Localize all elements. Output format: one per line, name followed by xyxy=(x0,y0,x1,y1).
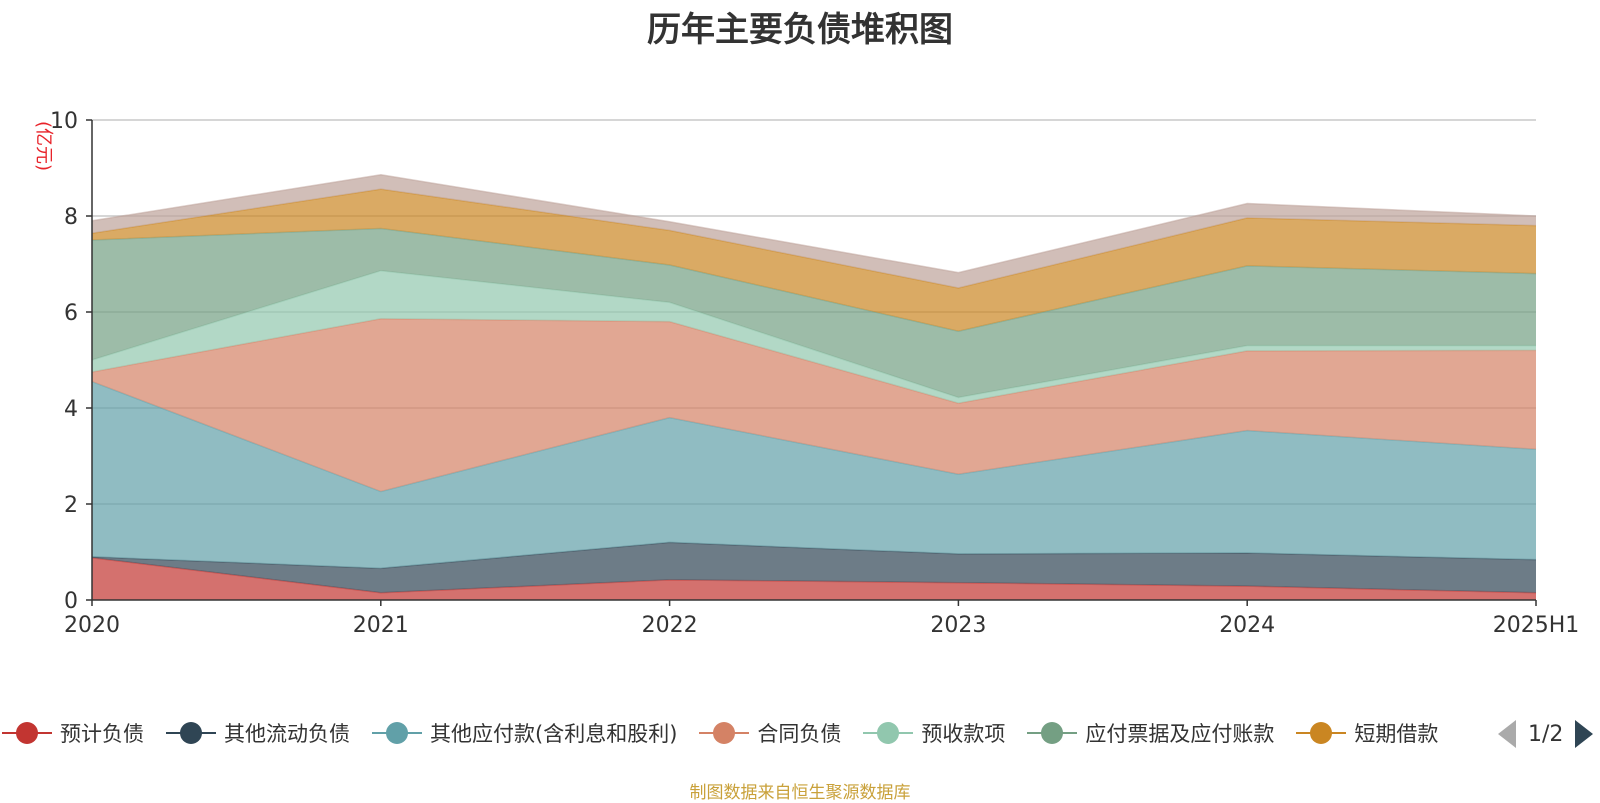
x-tick-label: 2022 xyxy=(642,613,698,638)
legend-marker-icon xyxy=(699,721,750,745)
chart-legend: 预计负债 其他流动负债 其他应付款(含利息和股利) 合同负债 预收款项 应付票据及应付账款… xyxy=(0,713,1482,753)
legend-marker-icon xyxy=(1027,721,1078,745)
legend-prev-page-icon[interactable] xyxy=(1498,720,1516,748)
data-source-note: 制图数据来自恒生聚源数据库 xyxy=(689,783,911,803)
y-tick-label: 6 xyxy=(64,301,78,326)
x-tick-label: 2021 xyxy=(353,613,409,638)
legend-marker-icon xyxy=(2,721,52,745)
area-series-3 xyxy=(92,318,1536,492)
legend-item[interactable]: 预计负债 xyxy=(2,713,144,753)
area-series-line-7 xyxy=(91,173,1537,274)
y-tick-label: 0 xyxy=(64,589,78,614)
legend-item[interactable]: 预收款项 xyxy=(863,713,1005,753)
x-tick-label: 2024 xyxy=(1219,613,1275,638)
legend-item[interactable]: 其他应付款(含利息和股利) xyxy=(372,713,677,753)
legend-label: 合同负债 xyxy=(757,722,842,746)
x-tick-label: 2025H1 xyxy=(1493,613,1580,638)
legend-label: 短期借款 xyxy=(1354,722,1439,746)
legend-marker-icon xyxy=(863,721,914,745)
stacked-area-chart: 0 2 4 6 8 10 2020 2021 2022 2023 2024 2025H1 (亿元) xyxy=(33,109,1580,638)
legend-label: 其他应付款(含利息和股利) xyxy=(430,722,678,746)
legend-item[interactable]: 应付票据及应付账款 xyxy=(1027,713,1274,753)
x-tick-label: 2023 xyxy=(930,613,986,638)
legend-label: 应付票据及应付账款 xyxy=(1085,722,1275,746)
legend-item[interactable]: 短期借款 xyxy=(1296,713,1438,753)
y-tick-label: 8 xyxy=(64,205,78,230)
legend-pager: 1/2 xyxy=(1498,714,1594,754)
chart-title: 历年主要负债堆积图 xyxy=(647,10,953,50)
area-series-1 xyxy=(92,542,1536,593)
area-series-4 xyxy=(92,270,1536,404)
y-tick-label: 10 xyxy=(50,109,78,134)
legend-next-page-icon[interactable] xyxy=(1575,720,1594,748)
legend-label: 预计负债 xyxy=(60,722,144,746)
legend-marker-icon xyxy=(1296,721,1347,745)
legend-label: 其他流动负债 xyxy=(224,722,350,746)
area-series-2 xyxy=(92,381,1536,569)
area-series-5 xyxy=(92,228,1536,398)
area-series-0 xyxy=(92,557,1536,600)
legend-page-indicator: 1/2 xyxy=(1528,721,1564,747)
y-tick-label: 4 xyxy=(64,397,78,422)
legend-marker-icon xyxy=(166,721,216,745)
y-tick-label: 2 xyxy=(64,493,78,518)
legend-marker-icon xyxy=(372,721,422,745)
area-series-6 xyxy=(92,189,1536,332)
legend-label: 预收款项 xyxy=(921,722,1006,746)
y-axis-unit-label: (亿元) xyxy=(33,121,54,171)
x-tick-label: 2020 xyxy=(64,613,120,638)
legend-item[interactable]: 合同负债 xyxy=(699,713,841,753)
legend-item[interactable]: 其他流动负债 xyxy=(166,713,350,753)
